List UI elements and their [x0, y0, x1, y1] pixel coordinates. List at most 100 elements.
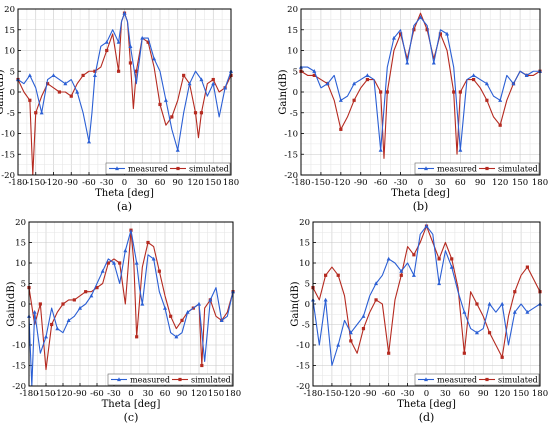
x-tick-label: -30: [394, 178, 408, 188]
data-point-simulated: [349, 339, 353, 343]
legend-marker-square: [176, 166, 180, 171]
data-point-simulated: [412, 253, 416, 257]
data-point-simulated: [106, 261, 110, 265]
data-point-measured: [208, 297, 213, 302]
y-tick-label: 5: [10, 67, 15, 77]
x-tick-label: -90: [354, 178, 368, 188]
data-point-simulated: [93, 69, 97, 73]
data-point-simulated: [398, 32, 403, 36]
y-tick-label: -15: [12, 362, 26, 372]
data-point-simulated: [180, 318, 184, 322]
legend-label: measured: [437, 164, 477, 173]
y-tick-label: -15: [1, 150, 15, 160]
data-point-simulated: [361, 327, 366, 331]
data-point-measured: [199, 77, 204, 82]
data-point-measured: [487, 301, 492, 306]
x-tick-label: -150: [36, 389, 55, 399]
legend: measured simulated: [414, 373, 540, 386]
data-point-simulated: [365, 77, 369, 82]
plot-frame: [28, 221, 234, 387]
data-point-simulated: [81, 73, 85, 77]
y-tick-label: -20: [284, 171, 298, 181]
data-point-measured: [437, 281, 442, 286]
data-point-simulated: [170, 115, 174, 119]
data-point-simulated: [182, 73, 186, 77]
legend: measured simulated: [105, 162, 231, 175]
legend-marker-square: [485, 377, 489, 382]
y-tick-label: 15: [15, 239, 26, 249]
data-point-simulated: [352, 98, 356, 102]
y-tick-label: 15: [4, 26, 15, 36]
data-point-simulated: [84, 290, 88, 294]
y-tick-label: -15: [284, 150, 298, 160]
series-line-simulated: [28, 229, 234, 371]
x-tick-label: 30: [435, 178, 446, 188]
data-point-measured: [92, 73, 97, 77]
y-tick-label: 15: [299, 239, 310, 249]
data-point-measured: [174, 334, 179, 339]
x-tick-label: 180: [532, 178, 548, 188]
data-point-simulated: [169, 314, 173, 318]
data-point-measured: [462, 310, 467, 314]
data-point-measured: [391, 35, 396, 40]
data-point-simulated: [450, 257, 454, 261]
x-tick-label: -150: [26, 178, 45, 188]
data-point-simulated: [28, 98, 32, 102]
data-point-measured: [511, 81, 516, 86]
data-point-simulated: [498, 123, 502, 127]
data-point-measured: [63, 81, 68, 86]
data-point-simulated: [485, 98, 489, 102]
data-point-measured: [211, 81, 216, 86]
data-point-simulated: [134, 69, 138, 73]
data-point-measured: [116, 40, 121, 44]
data-point-measured: [219, 318, 224, 322]
x-tick-label: 180: [225, 389, 241, 399]
data-point-measured: [122, 10, 127, 15]
y-tick-label: 0: [21, 300, 26, 310]
y-tick-label: 15: [287, 26, 298, 36]
x-tick-label: 90: [478, 389, 489, 399]
data-point-simulated: [336, 273, 340, 277]
data-point-simulated: [158, 102, 162, 107]
panel-caption: (d): [419, 411, 435, 424]
data-point-measured: [374, 281, 379, 286]
x-tick-label: -180: [8, 178, 27, 188]
data-point-measured: [365, 73, 370, 77]
data-point-measured: [458, 147, 463, 152]
y-tick-label: -10: [296, 341, 310, 351]
y-tick-label: -15: [296, 362, 310, 372]
legend-label: measured: [437, 375, 477, 384]
panel-caption: (c): [124, 411, 139, 424]
x-tick-label: -120: [44, 178, 63, 188]
data-point-simulated: [118, 261, 122, 265]
data-point-simulated: [57, 90, 62, 94]
data-point-measured: [525, 310, 530, 314]
y-tick-label: -5: [18, 321, 26, 331]
data-point-measured: [431, 60, 436, 65]
data-point-simulated: [438, 32, 443, 36]
legend-label: simulated: [189, 164, 229, 173]
x-tick-label: -90: [73, 389, 87, 399]
data-point-measured: [386, 256, 391, 261]
y-axis-label: Gain(dB): [278, 69, 289, 114]
x-tick-label: -180: [291, 178, 310, 188]
panel-caption: (a): [117, 200, 132, 213]
panel-caption: (b): [413, 200, 429, 213]
data-point-simulated: [399, 273, 403, 277]
data-point-simulated: [472, 77, 476, 82]
x-tick-label: 90: [177, 389, 188, 399]
x-axis-label: Theta [deg]: [391, 188, 450, 199]
data-point-measured: [352, 81, 357, 86]
data-point-simulated: [379, 90, 383, 94]
data-point-simulated: [95, 286, 99, 290]
legend-label: simulated: [498, 375, 538, 384]
x-tick-label: 0: [122, 178, 127, 188]
legend-box: [414, 162, 540, 175]
y-tick-label: 10: [4, 47, 15, 57]
data-point-measured: [323, 297, 328, 302]
data-point-measured: [336, 342, 341, 347]
plot-frame: [300, 8, 541, 176]
